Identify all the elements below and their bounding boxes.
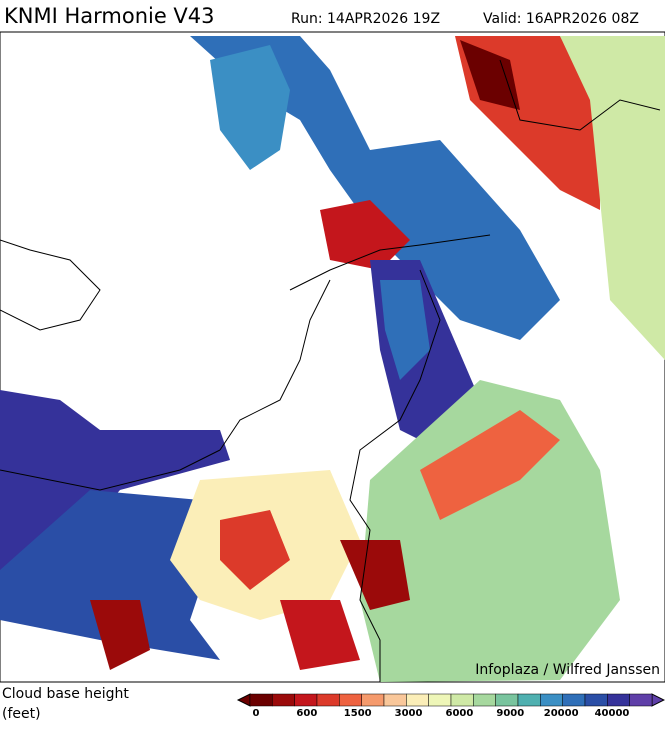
coastline xyxy=(499,59,661,131)
cloud-area xyxy=(380,280,430,380)
cloud-area xyxy=(460,40,520,110)
colorbar: 0 600 1500 3000 6000 9000 20000 40000 xyxy=(236,693,665,719)
colorbar-cell xyxy=(272,693,295,707)
cloud-area xyxy=(0,490,220,660)
cloud-area xyxy=(210,45,290,170)
coastline xyxy=(0,239,101,331)
legend: Cloud base height (feet) 0 600 1500 3000 600… xyxy=(2,686,665,722)
cloud-area xyxy=(90,600,150,670)
colorbar-cell xyxy=(584,693,608,707)
credit: Infoplaza / Wilfred Janssen xyxy=(475,662,660,678)
colorbar-cell xyxy=(361,693,385,707)
cloud-area xyxy=(220,510,290,590)
colorbar-cell xyxy=(294,693,318,707)
valid-time: Valid: 16APR2026 08Z xyxy=(483,11,639,27)
colorbar-tick-label: 1500 xyxy=(344,708,372,719)
colorbar-cell xyxy=(383,693,407,707)
colorbar-tick-label: 6000 xyxy=(446,708,474,719)
colorbar-cell xyxy=(473,693,496,707)
cloud-area xyxy=(320,200,410,270)
colorbar-cell xyxy=(495,693,519,707)
colorbar-tick-label: 20000 xyxy=(544,708,579,719)
colorbar-cell xyxy=(406,693,429,707)
header: KNMI Harmonie V43 Run: 14APR2026 19Z Val… xyxy=(4,4,639,28)
colorbar-end xyxy=(651,693,665,707)
cloud-area xyxy=(340,540,410,610)
cloud-area xyxy=(420,410,560,520)
colorbar-cell xyxy=(540,693,563,707)
cloud-area xyxy=(360,380,620,682)
colorbar-tick-label: 40000 xyxy=(595,708,630,719)
colorbar-cell xyxy=(428,693,452,707)
colorbar-tick-label: 3000 xyxy=(395,708,423,719)
coastline xyxy=(0,234,491,682)
colorbar-cell xyxy=(517,693,541,707)
colorbar-cell xyxy=(249,693,273,707)
cloud-area xyxy=(280,600,360,670)
map: Infoplaza / Wilfred Janssen xyxy=(0,31,665,683)
cloud-area xyxy=(560,36,665,360)
run-time: Run: 14APR2026 19Z xyxy=(291,11,440,27)
colorbar-cell xyxy=(562,693,586,707)
colorbar-cell xyxy=(629,693,653,707)
colorbar-tick-label: 600 xyxy=(296,708,317,719)
colorbar-cell xyxy=(316,693,340,707)
colorbar-end xyxy=(236,693,251,707)
legend-label: Cloud base height xyxy=(2,686,129,702)
colorbar-cell xyxy=(339,693,362,707)
colorbar-cell xyxy=(607,693,630,707)
cloud-area xyxy=(190,36,560,340)
title: KNMI Harmonie V43 xyxy=(4,4,215,28)
legend-label: (feet) xyxy=(2,706,41,722)
colorbar-tick-label: 0 xyxy=(253,708,260,719)
colorbar-tick-label: 9000 xyxy=(496,708,524,719)
colorbar-cell xyxy=(450,693,474,707)
